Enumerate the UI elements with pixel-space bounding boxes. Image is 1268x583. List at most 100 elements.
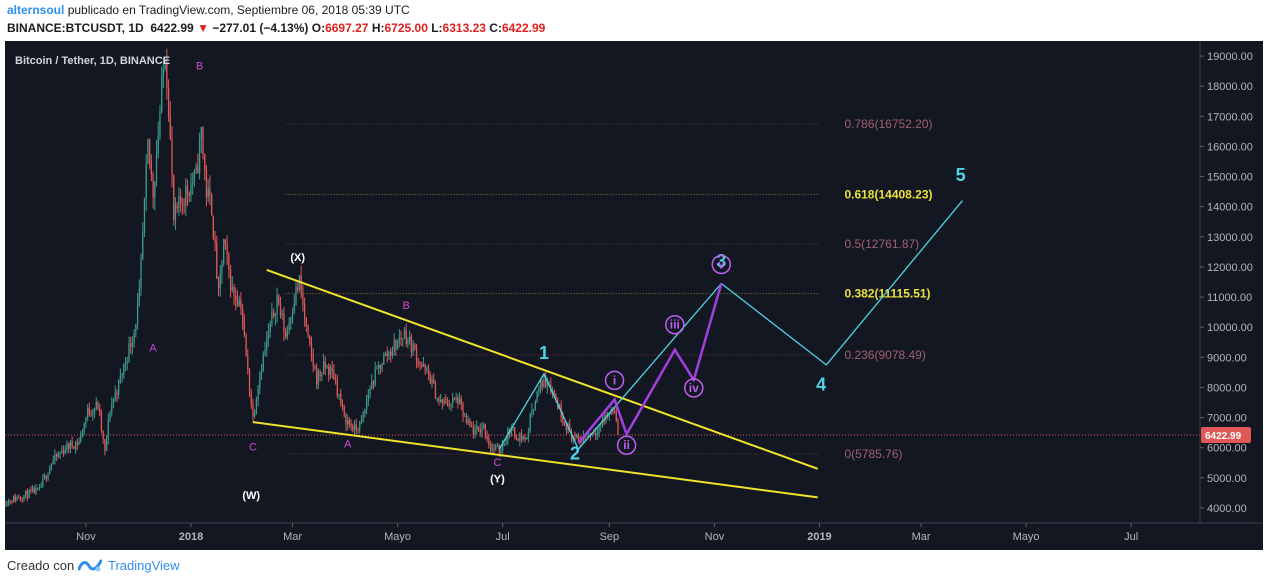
subwave-label: i [613,373,616,387]
candle-body [376,368,378,370]
candle-body [429,375,431,384]
candle-body [57,453,60,457]
time-axis[interactable]: Nov 2018 Mar Mayo Jul Sep Nov 2019 Mar Mayo Jul [76,523,1138,543]
chart-area[interactable]: 0.786(16752.20) 0.618(14408.23) 0.5(12761.… [5,41,1263,550]
candle-body [143,197,146,233]
candle-body [23,495,25,500]
price-chart[interactable]: 0.786(16752.20) 0.618(14408.23) 0.5(12761.… [5,41,1263,550]
candle-body [407,340,409,344]
candle-body [433,379,435,383]
fib-label: 0(5785.76) [844,447,902,461]
candle-body [460,398,462,405]
candle-body [102,430,104,440]
candle-body [283,313,285,333]
candle-body [56,454,58,457]
candle-body [379,365,382,369]
candle-body [47,473,49,479]
candle-body [107,419,109,439]
candle-body [364,409,366,414]
candle-body [87,407,89,418]
price-tick-label: 15000.00 [1207,172,1253,184]
candle-body [500,450,502,454]
candle-body [562,417,564,423]
tradingview-logo-icon[interactable] [78,556,102,574]
candle-body [415,348,418,363]
candle-body [314,365,316,369]
candle-body [519,433,521,441]
candle-body [28,490,30,498]
candle-body [452,398,454,404]
candle-body [276,295,278,314]
candle-body [445,398,447,400]
candle-body [255,399,258,413]
impulse-wave-path[interactable] [498,200,963,451]
candle-body [295,287,297,303]
trendlines[interactable] [252,269,819,499]
price-tick-label: 9000.00 [1207,352,1247,364]
candle-body [383,355,385,365]
candle-body [185,185,187,206]
open-label: O: [311,21,326,35]
candle-body [434,382,437,399]
candle-body [52,460,54,464]
tradingview-brand[interactable]: TradingView [108,558,180,573]
candle-body [126,361,128,363]
author-link[interactable]: alternsoul [7,3,65,17]
candle-body [520,433,523,440]
candle-body [600,425,602,427]
candle-body [214,238,216,243]
candle-body [164,62,166,69]
subwave-path[interactable] [577,283,723,444]
candle-body [555,394,557,401]
candle-body [260,371,263,374]
fib-levels: 0.786(16752.20) 0.618(14408.23) 0.5(12761.… [285,117,933,461]
candle-body [532,409,535,411]
candle-body [264,349,266,355]
candle-body [378,365,380,369]
candle-body [257,388,259,400]
candle-body [161,76,163,112]
candle-body [121,374,123,376]
candle-body [495,446,497,450]
trendline-lower[interactable] [252,421,818,499]
price-axis[interactable]: 19000.00 18000.00 17000.00 16000.00 15000.00… [1200,51,1253,515]
candle-body [66,443,68,450]
candle-body [534,401,536,410]
candle-body [200,127,202,139]
candle-body [405,330,407,344]
candle-body [68,443,70,449]
candle-body [317,371,320,385]
candle-body [422,364,425,367]
candle-body [188,193,190,196]
candle-body [181,202,184,205]
candle-body [11,501,13,503]
candle-body [483,424,485,429]
wave-label: C [249,442,257,454]
candle-body [131,342,134,347]
trendline-upper[interactable] [266,269,819,470]
candle-body [54,454,56,461]
candle-body [307,326,309,336]
last-price-badge-bg [1201,426,1251,443]
candle-body [124,362,127,365]
publish-line: alternsoul publicado en TradingView.com,… [7,3,410,17]
fib-label: 0.382(11115.51) [844,287,930,301]
candle-body [274,313,276,316]
candle-body [293,302,295,313]
candle-body [441,399,444,404]
candle-body [135,324,137,333]
candle-body [21,498,23,500]
candle-body [50,463,53,468]
candle-body [565,424,567,431]
candle-body [169,115,171,139]
candle-body [71,441,73,447]
candle-body [25,491,27,496]
candle-body [176,205,178,209]
subwave-circle [711,254,732,275]
candle-body [31,488,34,491]
wave-paths[interactable] [498,200,963,451]
candle-body [104,439,106,451]
candle-body [128,343,130,362]
candle-body [395,340,397,350]
